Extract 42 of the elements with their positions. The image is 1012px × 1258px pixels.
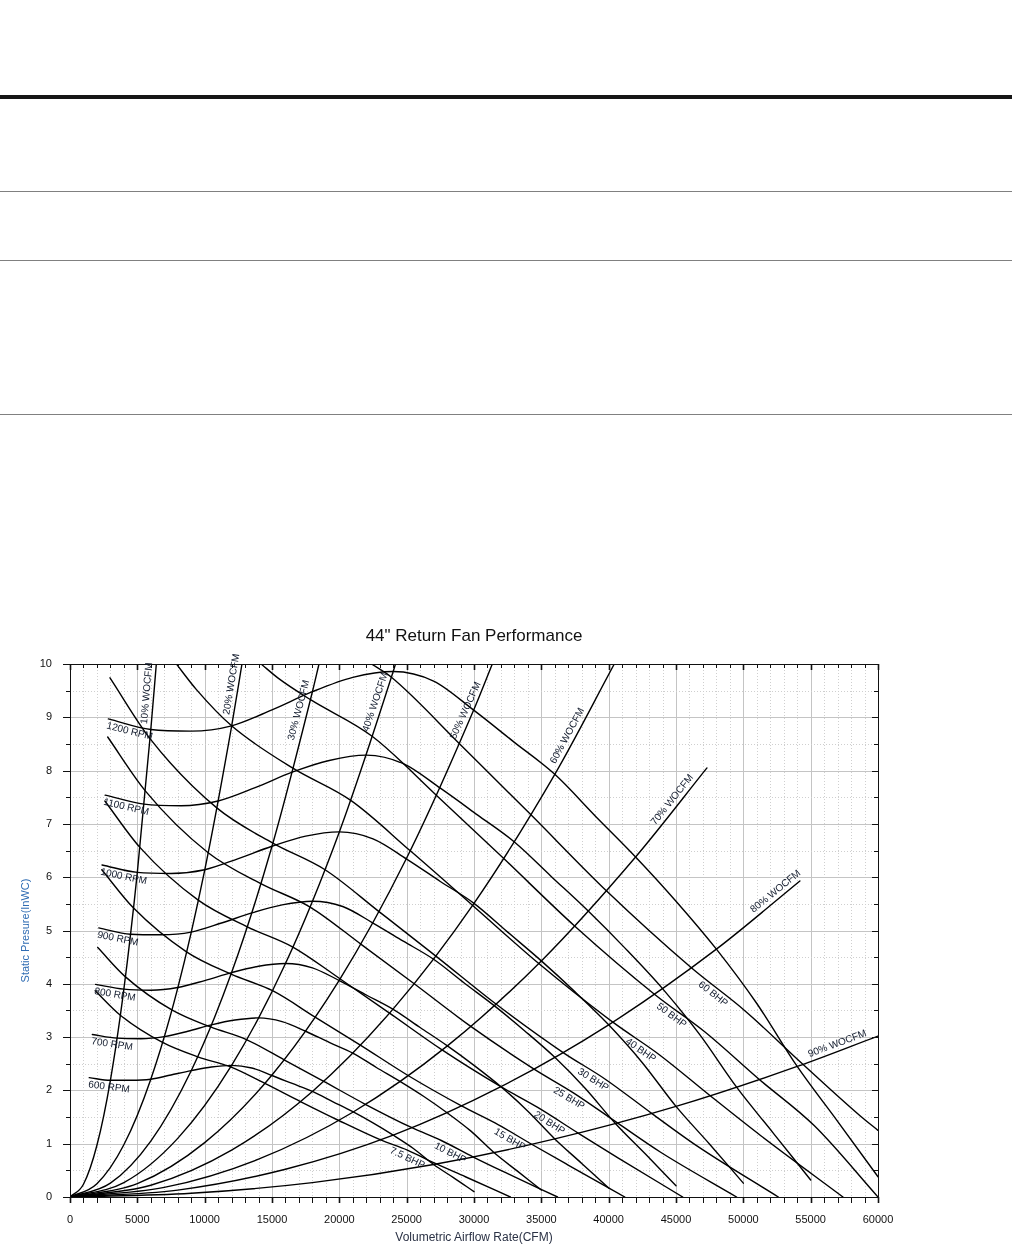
annotation: 1100 RPM [102, 795, 151, 818]
annotation: 10% WOCFM [138, 662, 155, 725]
x-tick-label: 45000 [660, 1212, 692, 1225]
y-tick-label: 5 [45, 923, 52, 936]
x-tick-label: 60000 [862, 1212, 894, 1225]
x-tick-label: 40000 [593, 1212, 624, 1225]
y-tick-label: 6 [45, 870, 52, 883]
y-tick-label: 7 [45, 816, 52, 829]
annotation: 800 RPM [93, 985, 137, 1003]
y-tick-label: 4 [45, 976, 52, 989]
y-tick-label: 0 [45, 1190, 52, 1203]
x-tick-label: 30000 [458, 1212, 490, 1225]
y-tick-label: 9 [45, 710, 52, 723]
x-tick-label: 25000 [391, 1212, 422, 1225]
x-tick-label: 10000 [189, 1212, 220, 1225]
annotation: 50 BHP [654, 1000, 690, 1030]
y-tick-label: 1 [45, 1136, 52, 1149]
x-tick-label: 5000 [125, 1212, 150, 1225]
annotation: 40 BHP [623, 1035, 659, 1065]
annotation: 600 RPM [87, 1078, 131, 1095]
annotation: 60 BHP [696, 978, 731, 1009]
annotation: 900 RPM [96, 928, 140, 948]
x-tick-label: 55000 [795, 1212, 826, 1225]
y-tick-label: 8 [45, 763, 52, 776]
x-axis-title: Volumetric Airflow Rate(CFM) [395, 1230, 553, 1245]
x-tick-label: 0 [66, 1212, 74, 1225]
annotation: 700 RPM [90, 1035, 134, 1053]
x-tick-label: 35000 [526, 1212, 557, 1225]
y-axis-title: Static Presure(InWC) [18, 878, 31, 983]
x-tick-label: 20000 [324, 1212, 355, 1225]
annotation: 20% WOCFM [220, 652, 242, 716]
annotation: 7.5 BHP [388, 1144, 428, 1171]
y-tick-label: 10 [39, 657, 52, 670]
chart-title: 44" Return Fan Performance [365, 625, 583, 645]
x-tick-label: 15000 [256, 1212, 288, 1225]
annotation: 10 BHP [432, 1139, 469, 1166]
y-tick-label: 3 [45, 1030, 52, 1043]
y-tick-label: 2 [45, 1083, 52, 1096]
annotation: 15 BHP [492, 1125, 529, 1153]
annotation: 30% WOCFM [285, 678, 312, 742]
x-tick-label: 50000 [728, 1212, 759, 1225]
annotation: 1000 RPM [99, 865, 149, 887]
